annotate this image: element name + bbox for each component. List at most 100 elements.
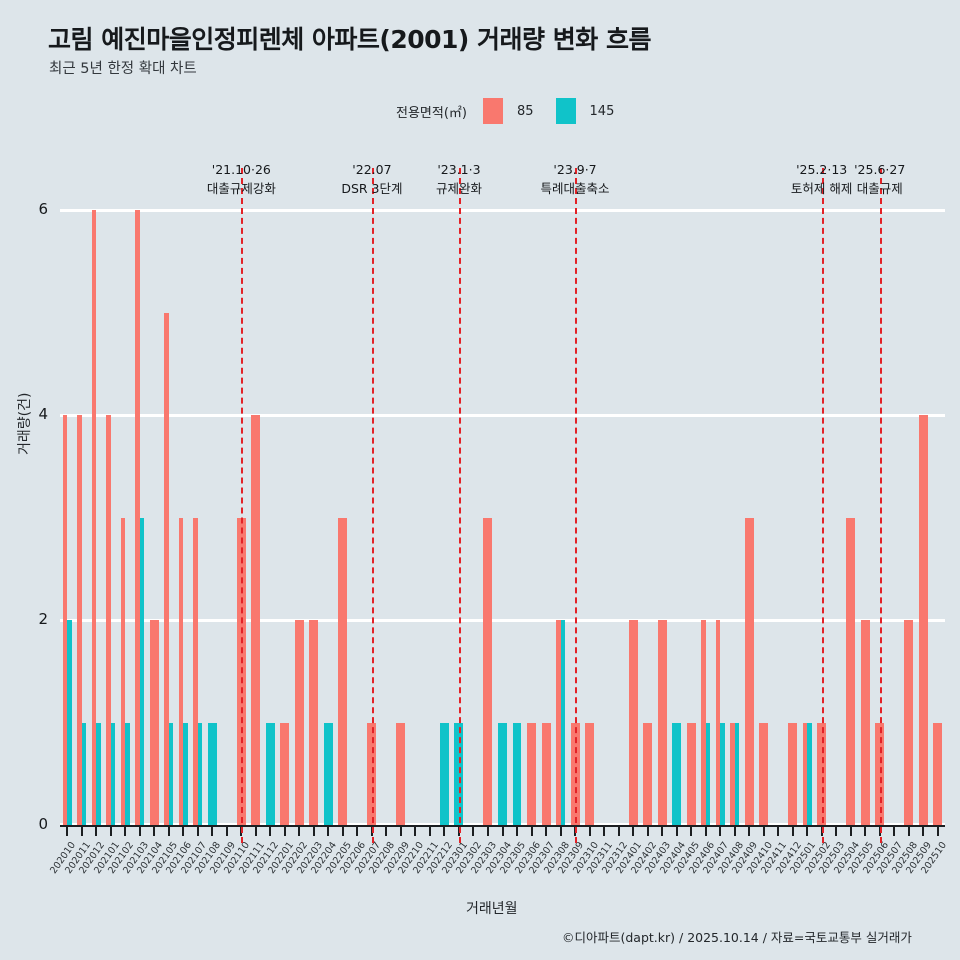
x-axis-tick <box>399 825 402 836</box>
y-axis-label: 거래량(건) <box>17 392 33 455</box>
bar[interactable] <box>96 722 101 825</box>
bar[interactable] <box>323 722 333 825</box>
bar[interactable] <box>527 722 536 825</box>
bar[interactable] <box>807 722 812 825</box>
x-axis-tick <box>661 825 664 836</box>
event-date: '21.10·26 <box>211 162 271 177</box>
bar[interactable] <box>686 722 696 825</box>
bar[interactable] <box>759 722 769 825</box>
bar[interactable] <box>207 722 217 825</box>
x-axis-tick <box>414 825 417 836</box>
x-axis-tick <box>341 825 344 836</box>
bar[interactable] <box>164 312 169 825</box>
bar[interactable] <box>265 722 275 825</box>
x-axis-tick <box>733 825 736 836</box>
bar[interactable] <box>367 722 377 825</box>
x-axis-tick <box>356 825 359 836</box>
x-axis-tick <box>95 825 98 836</box>
bar[interactable] <box>62 415 68 825</box>
bar[interactable] <box>918 415 928 825</box>
bar[interactable] <box>396 722 406 825</box>
x-axis-tick <box>516 825 518 836</box>
bar[interactable] <box>541 722 551 825</box>
bar[interactable] <box>135 210 140 825</box>
event-text: 대출규제강화 <box>206 181 276 197</box>
bar[interactable] <box>81 722 87 825</box>
bar[interactable] <box>338 517 348 825</box>
legend-item-85[interactable]: 85 <box>482 98 534 124</box>
bar[interactable] <box>817 722 827 825</box>
bar[interactable] <box>657 620 667 825</box>
bar[interactable] <box>860 620 870 825</box>
bar[interactable] <box>701 620 706 825</box>
footer-credit: ©디아파트(dapt.kr) / 2025.10.14 / 자료=국토교통부 실… <box>562 930 912 945</box>
bar[interactable] <box>178 517 184 825</box>
x-axis-tick <box>225 825 228 836</box>
bar[interactable] <box>309 620 319 825</box>
bar[interactable] <box>168 722 174 825</box>
bar[interactable] <box>280 722 290 825</box>
bar[interactable] <box>236 517 246 825</box>
bar[interactable] <box>730 722 735 825</box>
bar[interactable] <box>139 517 145 825</box>
x-axis-tick <box>269 825 272 836</box>
bar[interactable] <box>628 620 638 825</box>
x-axis-tick <box>138 825 141 836</box>
x-axis-tick <box>167 825 170 836</box>
bar[interactable] <box>715 620 721 825</box>
bar[interactable] <box>734 722 740 825</box>
event-line-202207 <box>371 168 374 843</box>
bar[interactable] <box>512 722 522 825</box>
x-axis-tick <box>312 825 315 836</box>
event-text: 대출규제 <box>856 181 903 197</box>
x-axis-tick <box>327 825 330 836</box>
bar[interactable] <box>251 415 261 825</box>
bar[interactable] <box>439 722 449 825</box>
bar[interactable] <box>643 722 653 825</box>
bar[interactable] <box>875 722 885 825</box>
bar[interactable] <box>498 722 507 825</box>
bar[interactable] <box>110 722 116 825</box>
bar[interactable] <box>570 722 580 825</box>
bar[interactable] <box>585 722 595 825</box>
x-axis-tick <box>719 825 722 836</box>
bar[interactable] <box>454 722 464 825</box>
event-label-202309: '23.9·7 특례대출축소 <box>541 160 610 199</box>
bar[interactable] <box>67 620 72 825</box>
bar[interactable] <box>802 722 808 825</box>
bar[interactable] <box>933 722 943 825</box>
bar[interactable] <box>705 722 711 825</box>
bar[interactable] <box>294 620 304 825</box>
bar[interactable] <box>672 722 682 825</box>
x-axis-tick <box>617 825 620 836</box>
bar[interactable] <box>77 415 82 825</box>
x-axis-tick <box>211 825 214 836</box>
bar[interactable] <box>483 517 493 825</box>
page-title: 고림 예진마을인정피렌체 아파트(2001) 거래량 변화 흐름 <box>48 25 651 54</box>
x-axis-tick <box>835 825 838 836</box>
event-label-202207: '22.07 DSR 3단계 <box>341 160 402 199</box>
bar[interactable] <box>846 517 856 825</box>
bar[interactable] <box>197 722 203 825</box>
x-axis-tick <box>66 825 69 836</box>
bar[interactable] <box>91 210 97 825</box>
legend-item-145[interactable]: 145 <box>555 98 614 124</box>
event-date: '22.07 <box>352 162 392 177</box>
bar[interactable] <box>560 620 566 825</box>
y-axis-tick-6: 6 <box>38 200 48 218</box>
bar[interactable] <box>556 620 561 825</box>
bar[interactable] <box>125 722 130 825</box>
bar[interactable] <box>788 722 798 825</box>
bar[interactable] <box>720 722 725 825</box>
bar[interactable] <box>149 620 159 825</box>
x-axis-tick <box>153 825 156 836</box>
bar[interactable] <box>183 722 188 825</box>
bar[interactable] <box>904 620 914 825</box>
x-axis-tick <box>80 825 83 836</box>
bar[interactable] <box>120 517 126 825</box>
bar[interactable] <box>744 517 754 825</box>
bar[interactable] <box>193 517 198 825</box>
x-axis <box>60 825 945 837</box>
bar[interactable] <box>106 415 111 825</box>
